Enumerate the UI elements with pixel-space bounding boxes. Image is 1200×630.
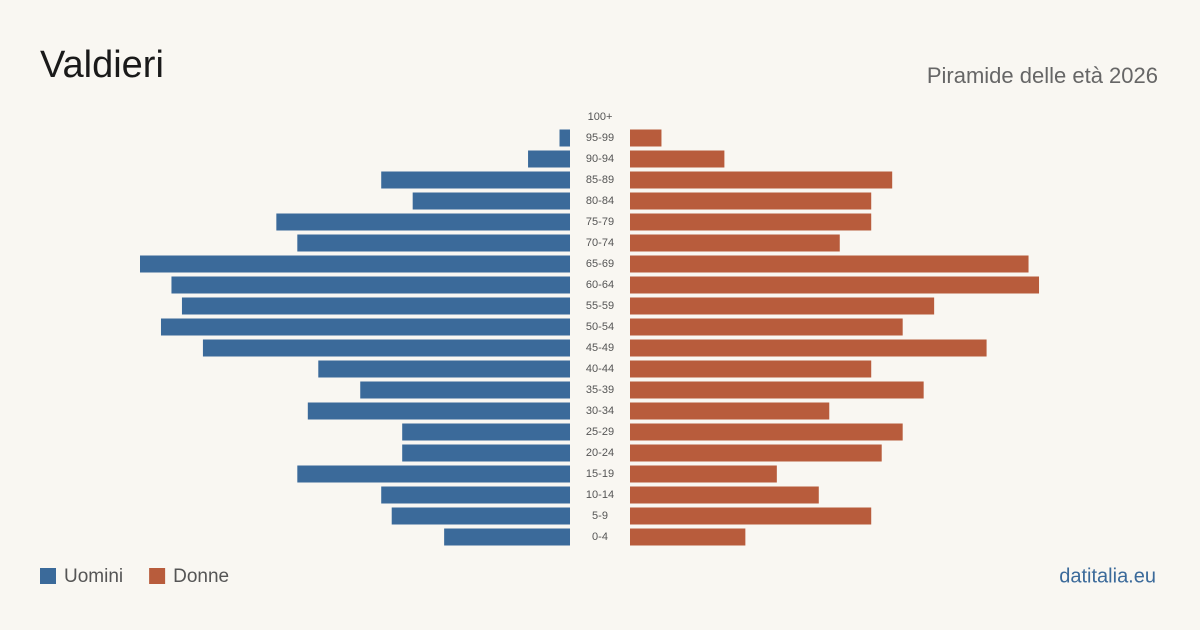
bar	[630, 150, 725, 168]
source: datitalia.eu	[1059, 565, 1156, 587]
category-label: 80-84	[586, 195, 614, 207]
bar	[559, 129, 570, 147]
bar	[630, 276, 1040, 294]
bar	[381, 486, 570, 504]
bar	[276, 213, 570, 231]
bar	[307, 402, 570, 420]
bar	[630, 507, 872, 525]
bar	[630, 381, 924, 399]
bar	[202, 339, 571, 357]
bar	[630, 423, 903, 441]
category-label: 15-19	[586, 468, 614, 480]
legend-label: Donne	[173, 566, 229, 587]
bar	[630, 444, 882, 462]
bar	[360, 381, 570, 399]
bar	[630, 255, 1029, 273]
category-label: 30-34	[586, 405, 614, 417]
category-label: 60-64	[586, 279, 614, 291]
bar	[402, 423, 570, 441]
bar	[630, 129, 662, 147]
category-label: 95-99	[586, 132, 614, 144]
category-label: 65-69	[586, 258, 614, 270]
bar	[630, 465, 777, 483]
bar	[528, 150, 570, 168]
category-label: 55-59	[586, 300, 614, 312]
chart-title: Valdieri	[40, 44, 164, 86]
category-label: 35-39	[586, 384, 614, 396]
bar	[444, 528, 570, 546]
category-label: 20-24	[586, 447, 614, 459]
bar	[160, 318, 570, 336]
legend-swatch	[149, 568, 166, 584]
legend-label: Uomini	[64, 566, 123, 587]
category-label: 70-74	[586, 237, 614, 249]
category-label: 45-49	[586, 342, 614, 354]
bar	[630, 360, 872, 378]
bar	[630, 318, 903, 336]
bar	[402, 444, 570, 462]
bar	[630, 339, 987, 357]
bar	[412, 192, 570, 210]
bar	[630, 297, 935, 315]
category-label: 5-9	[592, 510, 608, 522]
bar	[630, 213, 872, 231]
category-label: 75-79	[586, 216, 614, 228]
bar	[297, 234, 570, 252]
bar	[630, 192, 872, 210]
bar	[630, 528, 746, 546]
bar	[630, 402, 830, 420]
bar	[630, 171, 893, 189]
bar	[391, 507, 570, 525]
category-label: 50-54	[586, 321, 614, 333]
bar	[630, 486, 819, 504]
category-label: 40-44	[586, 363, 614, 375]
category-label: 10-14	[586, 489, 614, 501]
bar	[297, 465, 570, 483]
category-label: 25-29	[586, 426, 614, 438]
category-label: 100+	[588, 111, 613, 123]
bar	[171, 276, 570, 294]
bar	[181, 297, 570, 315]
bar	[630, 234, 840, 252]
category-label: 85-89	[586, 174, 614, 186]
bar	[140, 255, 570, 273]
bar	[381, 171, 570, 189]
chart-subtitle: Piramide delle età 2026	[927, 63, 1158, 88]
legend-swatch	[40, 568, 56, 584]
category-label: 0-4	[592, 531, 608, 543]
bar	[318, 360, 570, 378]
category-label: 90-94	[586, 153, 614, 165]
